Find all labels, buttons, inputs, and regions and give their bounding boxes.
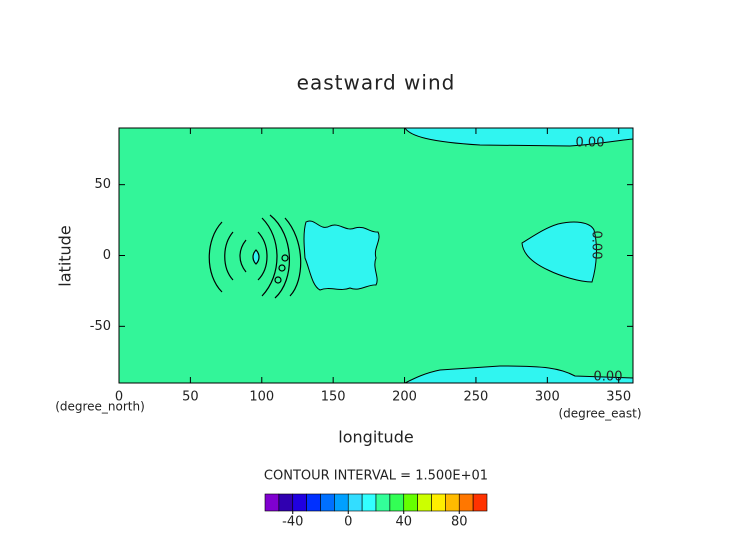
colorbar-cell: [306, 493, 321, 512]
colorbar-cell: [292, 493, 307, 512]
x-unit: (degree_east): [558, 407, 641, 421]
y-tick-label: 0: [103, 248, 111, 263]
contour-label: 0.00: [594, 370, 623, 385]
colorbar-tick-label: 80: [451, 515, 468, 530]
x-tick-label: 350: [606, 390, 631, 405]
x-axis-label: longitude: [338, 428, 413, 447]
contour-label: 0.00: [589, 231, 604, 260]
colorbar-cell: [347, 493, 363, 512]
colorbar-cell: [458, 493, 474, 512]
x-tick-label: 100: [249, 390, 274, 405]
colorbar-cell: [431, 493, 446, 512]
x-tick-label: 200: [392, 390, 417, 405]
y-axis-label: latitude: [56, 225, 75, 286]
colorbar-cell: [403, 493, 418, 512]
colorbar-cell: [320, 493, 335, 512]
colorbar-cell: [334, 493, 349, 512]
x-tick-label: 300: [535, 390, 560, 405]
y-tick-label: 50: [94, 177, 111, 192]
colorbar-cell: [445, 493, 460, 512]
chart-title: eastward wind: [297, 71, 456, 95]
colorbar-cell: [389, 493, 405, 512]
colorbar-cell: [417, 493, 432, 512]
colorbar-cell: [264, 493, 280, 512]
y-tick-label: -50: [90, 319, 111, 334]
x-tick-label: 150: [321, 390, 346, 405]
field: [119, 127, 634, 384]
colorbar-cell: [375, 493, 391, 512]
colorbar-cell: [361, 493, 377, 512]
x-tick-label: 250: [464, 390, 489, 405]
x-tick-label: 0: [115, 390, 123, 405]
colorbar-tick-label: 40: [395, 515, 412, 530]
colorbar-tick-label: 0: [344, 515, 352, 530]
colorbar-tick-label: -40: [282, 515, 303, 530]
contour-interval: CONTOUR INTERVAL = 1.500E+01: [264, 469, 488, 484]
colorbar-cell: [278, 493, 294, 512]
contour-label: 0.00: [576, 136, 605, 151]
x-tick-label: 50: [182, 390, 199, 405]
colorbar-cell: [472, 493, 488, 512]
y-unit: (degree_north): [55, 400, 145, 414]
